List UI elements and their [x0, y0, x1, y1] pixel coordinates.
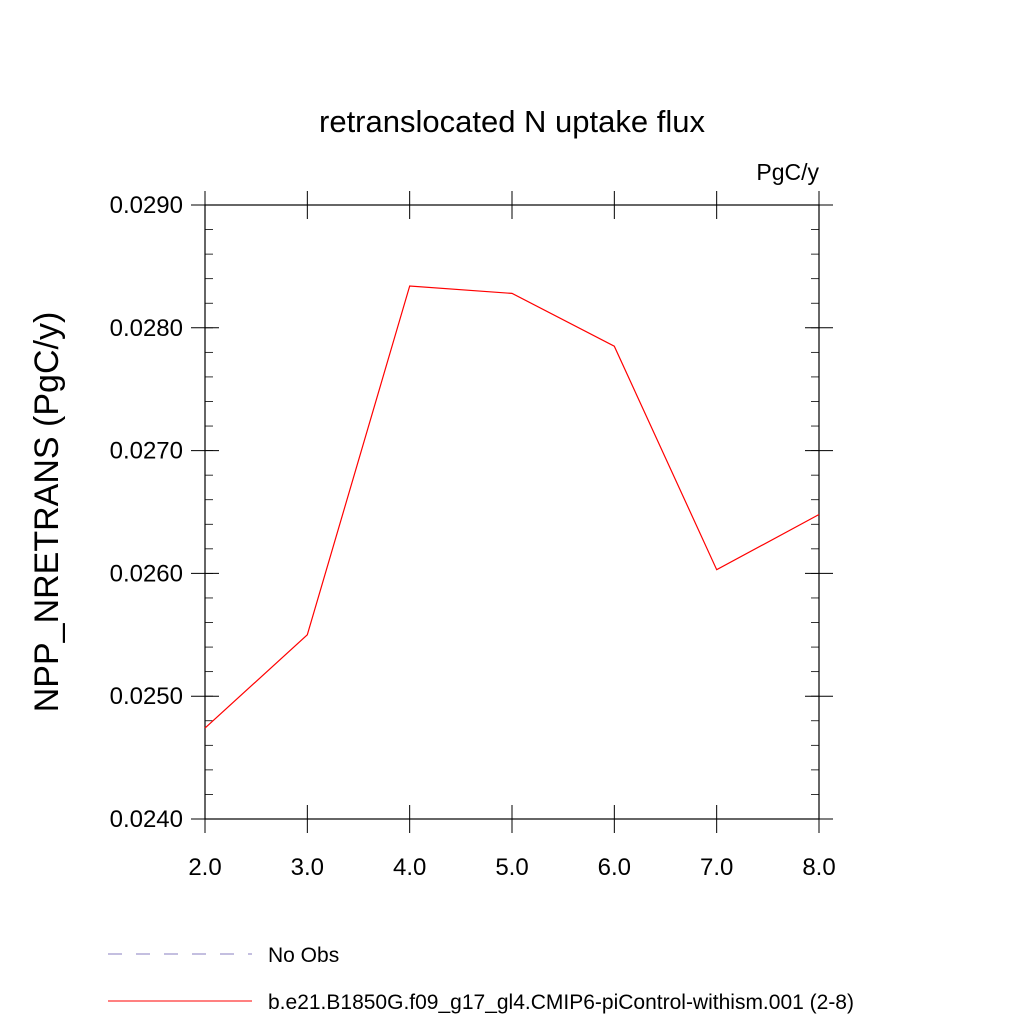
plot-frame — [204, 204, 820, 820]
major-ticks — [191, 191, 833, 833]
y-tick-labels: 0.0240 0.0250 0.0260 0.0270 0.0280 0.0290 — [110, 192, 183, 833]
units-label: PgC/y — [756, 159, 819, 185]
legend: No Obs b.e21.B1850G.f09_g17_gl4.CMIP6-piC… — [108, 944, 854, 1014]
x-tick-label: 6.0 — [598, 854, 631, 881]
x-tick-labels: 2.0 3.0 4.0 5.0 6.0 7.0 8.0 — [188, 854, 835, 881]
minor-ticks — [205, 204, 819, 820]
x-tick-label: 8.0 — [802, 854, 835, 881]
x-tick-label: 2.0 — [188, 854, 221, 881]
chart-title: retranslocated N uptake flux — [319, 104, 705, 139]
y-tick-label: 0.0240 — [110, 806, 183, 833]
y-tick-label: 0.0270 — [110, 438, 183, 465]
x-tick-label: 4.0 — [393, 854, 426, 881]
y-tick-label: 0.0290 — [110, 192, 183, 219]
y-tick-label: 0.0280 — [110, 315, 183, 342]
x-tick-label: 3.0 — [291, 854, 324, 881]
x-tick-label: 7.0 — [700, 854, 733, 881]
x-tick-label: 5.0 — [495, 854, 528, 881]
y-tick-label: 0.0250 — [110, 683, 183, 710]
legend-label: b.e21.B1850G.f09_g17_gl4.CMIP6-piControl… — [268, 991, 854, 1014]
y-tick-label: 0.0260 — [110, 560, 183, 587]
y-axis-label: NPP_NRETRANS (PgC/y) — [28, 312, 66, 713]
series-layer — [204, 285, 820, 729]
series-line — [204, 285, 820, 729]
legend-label: No Obs — [268, 944, 339, 967]
